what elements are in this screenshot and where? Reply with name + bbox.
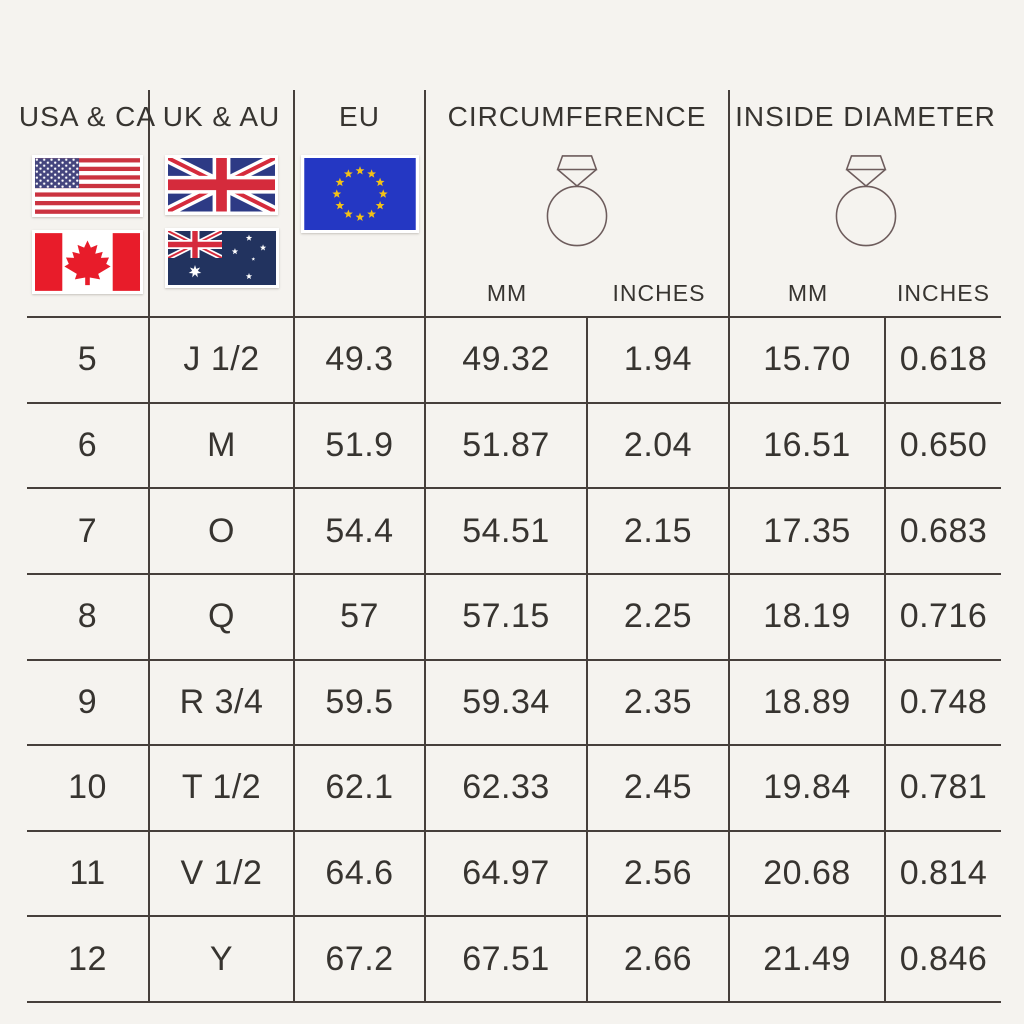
cell: 12 — [27, 917, 150, 1001]
cell: 54.4 — [295, 489, 426, 573]
ring-size-table: USA & CA — [19, 90, 1001, 1003]
cell: 2.35 — [588, 660, 730, 745]
cell: 67.51 — [426, 917, 588, 1001]
cell: 11 — [27, 831, 150, 916]
cell: R 3/4 — [150, 660, 295, 745]
uk-flag-icon — [165, 155, 278, 215]
header-label-uk-au: UK & AU — [162, 101, 281, 132]
cell: 0.683 — [899, 511, 988, 550]
cell: 16.51 — [730, 403, 886, 488]
cell: 0.748 — [899, 682, 988, 721]
unit-label-inches: INCHES — [612, 279, 706, 306]
cell: 0.618 — [899, 340, 988, 379]
cell: 49.32 — [426, 318, 588, 402]
table-row: 10 T 1/2 62.1 62.33 2.45 19.84 0.781 — [27, 746, 1001, 832]
table-header: USA & CA — [19, 90, 1001, 318]
diamond-ring-icon — [546, 150, 608, 251]
cell: 15.70 — [730, 318, 886, 402]
cell: O — [150, 489, 295, 573]
unit-label-mm: MM — [787, 279, 829, 306]
header-group-inside-diameter: INSIDE DIAMETER MM INCHES — [730, 90, 1001, 316]
header-label-eu: EU — [339, 101, 380, 132]
unit-label-mm: MM — [486, 279, 528, 306]
cell: Y — [150, 917, 295, 1001]
cell: 10 — [27, 746, 150, 830]
cell: 6 — [27, 403, 150, 488]
cell: 18.19 — [730, 574, 886, 659]
cell: 19.84 — [730, 746, 886, 830]
cell: 2.45 — [588, 746, 730, 830]
header-col-uk-au: UK & AU — [150, 90, 295, 316]
header-group-circumference: CIRCUMFERENCE MM INCHES — [426, 90, 730, 316]
unit-row-inside-diameter: MM INCHES — [730, 270, 1001, 316]
cell: 2.04 — [588, 403, 730, 488]
unit-label-inches: INCHES — [897, 279, 990, 306]
usa-flag-icon — [32, 155, 143, 217]
cell: 2.25 — [588, 574, 730, 659]
cell: 9 — [27, 660, 150, 745]
cell: 18.89 — [730, 660, 886, 745]
header-label-circumference: CIRCUMFERENCE — [447, 101, 707, 132]
cell: 0.650 — [899, 425, 988, 464]
cell: 21.49 — [730, 917, 886, 1001]
table-row: 11 V 1/2 64.6 64.97 2.56 20.68 0.814 — [27, 831, 1001, 918]
cell: M — [150, 403, 295, 488]
cell: 1.94 — [588, 318, 730, 402]
cell: 5 — [27, 318, 150, 402]
cell: 0.716 — [899, 597, 988, 636]
cell: 54.51 — [426, 489, 588, 573]
cell: 8 — [27, 574, 150, 659]
cell: 2.15 — [588, 489, 730, 573]
table-row: 7 O 54.4 54.51 2.15 17.35 0.683 — [27, 489, 1001, 575]
cell: 2.56 — [588, 831, 730, 916]
cell: J 1/2 — [150, 318, 295, 402]
cell: T 1/2 — [150, 746, 295, 830]
cell: 51.9 — [295, 403, 426, 488]
cell: 57 — [295, 574, 426, 659]
cell: 7 — [27, 489, 150, 573]
table-row: 8 Q 57 57.15 2.25 18.19 0.716 — [27, 574, 1001, 661]
cell: 57.15 — [426, 574, 588, 659]
cell: 0.846 — [899, 939, 988, 978]
cell: 59.34 — [426, 660, 588, 745]
header-label-usa-ca: USA & CA — [18, 101, 157, 132]
cell: 17.35 — [730, 489, 886, 573]
cell: 49.3 — [295, 318, 426, 402]
cell: 0.781 — [899, 768, 988, 807]
unit-row-circumference: MM INCHES — [426, 270, 728, 316]
header-label-inside-diameter: INSIDE DIAMETER — [735, 101, 996, 132]
table-row: 12 Y 67.2 67.51 2.66 21.49 0.846 — [27, 917, 1001, 1003]
canada-flag-icon — [32, 230, 143, 294]
cell: 20.68 — [730, 831, 886, 916]
diamond-ring-icon — [835, 150, 897, 251]
cell: 0.814 — [899, 854, 988, 893]
header-col-eu: EU — [295, 90, 426, 316]
cell: 59.5 — [295, 660, 426, 745]
header-col-usa-ca: USA & CA — [19, 90, 155, 316]
cell: 51.87 — [426, 403, 588, 488]
table-row: 6 M 51.9 51.87 2.04 16.51 0.650 — [27, 403, 1001, 490]
cell: 2.66 — [588, 917, 730, 1001]
cell: Q — [150, 574, 295, 659]
australia-flag-icon — [164, 227, 279, 288]
cell: 62.33 — [426, 746, 588, 830]
cell: 64.6 — [295, 831, 426, 916]
cell: 64.97 — [426, 831, 588, 916]
eu-flag-icon — [300, 155, 419, 233]
cell: V 1/2 — [150, 831, 295, 916]
cell: 67.2 — [295, 917, 426, 1001]
cell: 62.1 — [295, 746, 426, 830]
